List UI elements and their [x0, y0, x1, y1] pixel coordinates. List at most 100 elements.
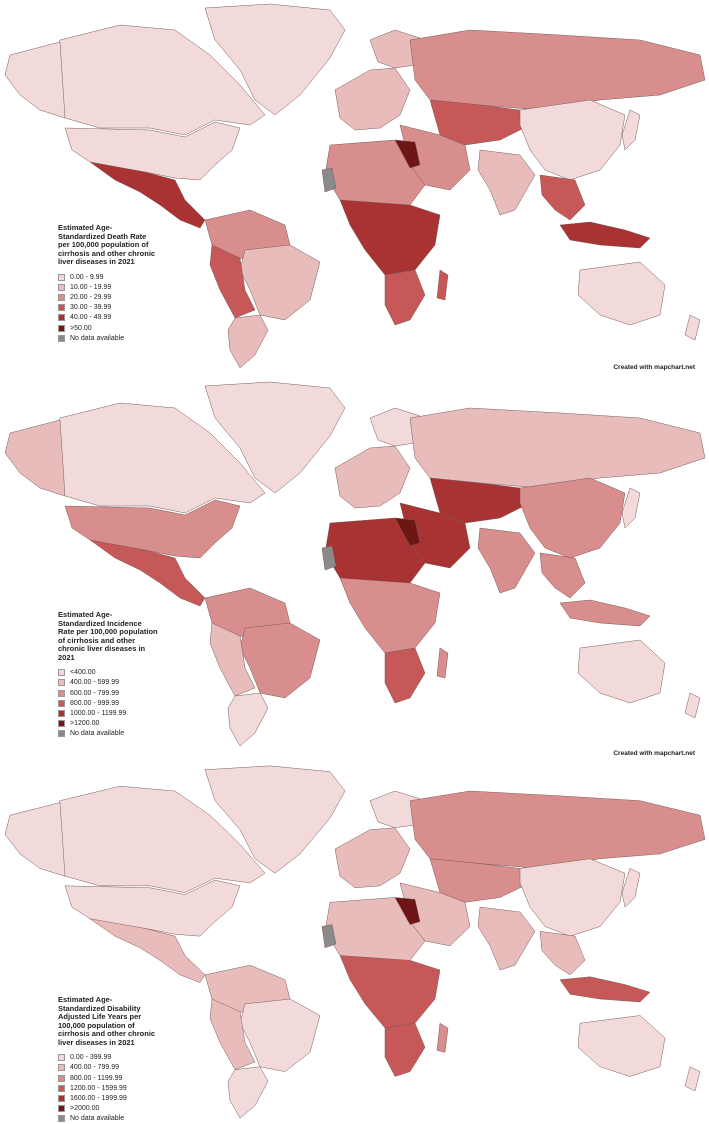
region-cn: [519, 858, 626, 937]
legend-item: 30.00 - 39.99: [58, 303, 158, 313]
daly-legend: Estimated Age-Standardized Disability Ad…: [58, 995, 158, 1124]
region-mx: [89, 918, 206, 983]
region-ar: [227, 1066, 269, 1119]
region-eu: [334, 445, 411, 509]
daly-world-map: [4, 765, 706, 1119]
legend-label: 40.00 - 49.99: [70, 314, 112, 322]
region-jp: [621, 487, 641, 529]
legend-swatch: [58, 1084, 65, 1092]
legend-item: 400.00 - 799.99: [58, 1063, 158, 1073]
legend-label: >50.00: [70, 324, 92, 332]
legend-swatch: [58, 1064, 65, 1072]
legend-swatch: [58, 679, 65, 687]
region-eg: [394, 139, 421, 169]
region-ws: [321, 545, 337, 571]
legend-swatch: [58, 1074, 65, 1082]
region-caf: [339, 199, 441, 276]
region-sea: [539, 174, 586, 221]
legend-label: >2000.00: [70, 1105, 100, 1113]
legend-swatch: [58, 324, 65, 332]
region-sea: [539, 552, 586, 599]
legend-label: 800.00 - 1199.99: [70, 1074, 123, 1082]
legend-swatch: [58, 699, 65, 707]
region-nz: [684, 1066, 701, 1092]
region-pe: [209, 998, 256, 1070]
legend-item: >50.00: [58, 323, 158, 333]
region-ca: [39, 24, 266, 136]
region-ar: [227, 692, 269, 747]
legend-item: 800.00 - 1199.99: [58, 1073, 158, 1083]
legend-item: 20.00 - 29.99: [58, 292, 158, 302]
region-caf: [339, 955, 441, 1029]
region-saf: [384, 647, 426, 704]
region-ca: [39, 785, 266, 893]
region-eu: [334, 67, 411, 131]
legend-label: 0.00 - 9.99: [70, 273, 104, 281]
region-pe: [209, 244, 256, 319]
region-br: [239, 998, 321, 1072]
legend-swatch: [58, 1115, 65, 1123]
region-ak: [4, 419, 66, 497]
legend-item: >1200.00: [58, 719, 158, 729]
legend-swatch: [58, 273, 65, 281]
region-ws: [321, 924, 337, 949]
legend-swatch: [58, 314, 65, 322]
legend-swatch: [58, 1054, 65, 1062]
region-in: [477, 527, 536, 594]
incidence-rate-legend: Estimated Age-Standardized Incidence Rat…: [58, 610, 158, 739]
legend-label: 1200.00 - 1599.99: [70, 1084, 127, 1092]
legend-item: No data available: [58, 729, 158, 739]
legend-item: 40.00 - 49.99: [58, 313, 158, 323]
region-br: [239, 622, 321, 699]
legend-title: Estimated Age-Standardized Incidence Rat…: [58, 610, 158, 662]
region-jp: [621, 109, 641, 151]
legend-item: 600.00 - 799.99: [58, 688, 158, 698]
legend-swatch: [58, 293, 65, 301]
legend-label: 1000.00 - 1199.99: [70, 709, 127, 717]
legend-label: 800.00 - 999.99: [70, 699, 120, 707]
legend-item: 1000.00 - 1199.99: [58, 708, 158, 718]
legend-item: 800.00 - 999.99: [58, 698, 158, 708]
legend-label: 1600.00 - 1999.99: [70, 1094, 127, 1102]
legend-item: No data available: [58, 333, 158, 343]
region-ak: [4, 41, 66, 119]
legend-item: 1200.00 - 1599.99: [58, 1083, 158, 1093]
region-id: [559, 221, 651, 249]
region-br: [239, 244, 321, 321]
region-mx: [89, 161, 206, 229]
region-pe: [209, 622, 256, 697]
legend-swatch: [58, 720, 65, 728]
region-saf: [384, 1022, 426, 1077]
legend-label: 400.00 - 599.99: [70, 679, 120, 687]
legend-swatch: [58, 1105, 65, 1113]
region-us: [64, 879, 241, 937]
legend-title: Estimated Age-Standardized Disability Ad…: [58, 995, 156, 1047]
legend-swatch: [58, 730, 65, 738]
legend-swatch: [58, 709, 65, 717]
death-rate-legend: Estimated Age-Standardized Death Rate pe…: [58, 223, 158, 343]
region-in: [477, 149, 536, 216]
death-rate-world-map: [4, 3, 706, 369]
region-mx: [89, 539, 206, 607]
legend-item: <400.00: [58, 668, 158, 678]
region-au: [577, 639, 666, 704]
region-ak: [4, 802, 66, 877]
legend-item: No data available: [58, 1114, 158, 1124]
region-ru: [409, 407, 706, 489]
legend-label: 10.00 - 19.99: [70, 283, 112, 291]
legend-label: No data available: [70, 730, 125, 738]
region-gl: [204, 381, 346, 494]
region-au: [577, 1015, 666, 1077]
region-ws: [321, 167, 337, 193]
region-ru: [409, 790, 706, 869]
region-eg: [394, 517, 421, 547]
legend-list: 0.00 - 399.99 400.00 - 799.99 800.00 - 119…: [58, 1053, 158, 1124]
region-ar: [227, 314, 269, 369]
region-cn: [519, 99, 626, 181]
region-nz: [684, 314, 701, 341]
region-mg: [436, 647, 449, 679]
legend-swatch: [58, 669, 65, 677]
legend-label: 400.00 - 799.99: [70, 1064, 120, 1072]
legend-item: 10.00 - 19.99: [58, 282, 158, 292]
legend-label: No data available: [70, 334, 125, 342]
